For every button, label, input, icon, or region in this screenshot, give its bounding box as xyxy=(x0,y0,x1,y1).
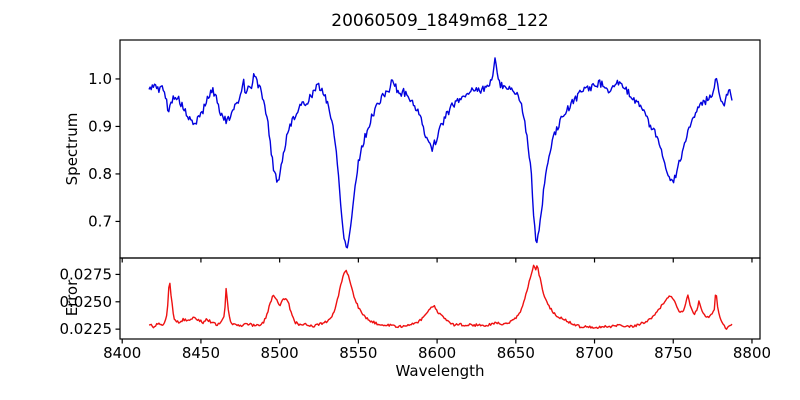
y-tick-label: 1.0 xyxy=(88,70,112,88)
y-axis-label-spectrum: Spectrum xyxy=(63,112,81,186)
y-tick-label: 0.7 xyxy=(88,212,112,230)
y-tick-label: 0.8 xyxy=(88,165,112,183)
x-tick-label: 8650 xyxy=(497,344,535,362)
x-tick-label: 8550 xyxy=(339,344,377,362)
x-tick-label: 8400 xyxy=(103,344,141,362)
x-tick-label: 8800 xyxy=(733,344,771,362)
x-tick-label: 8450 xyxy=(182,344,220,362)
y-tick-label: 0.0225 xyxy=(60,320,113,338)
error-panel-frame xyxy=(119,257,761,340)
x-tick-label: 8750 xyxy=(654,344,692,362)
x-tick-label: 8700 xyxy=(575,344,613,362)
y-tick-label: 0.0275 xyxy=(60,265,113,283)
y-axis-label-error: Error xyxy=(63,279,81,317)
x-tick-label: 8500 xyxy=(261,344,299,362)
y-tick-label: 0.0250 xyxy=(60,293,113,311)
spectrum-panel-frame xyxy=(119,39,761,259)
chart-title: 20060509_1849m68_122 xyxy=(331,11,549,31)
x-axis-label: Wavelength xyxy=(395,362,485,380)
spectrum-line xyxy=(148,57,733,249)
y-tick-label: 0.9 xyxy=(88,117,112,135)
error-line xyxy=(148,264,733,330)
x-tick-label: 8600 xyxy=(418,344,456,362)
